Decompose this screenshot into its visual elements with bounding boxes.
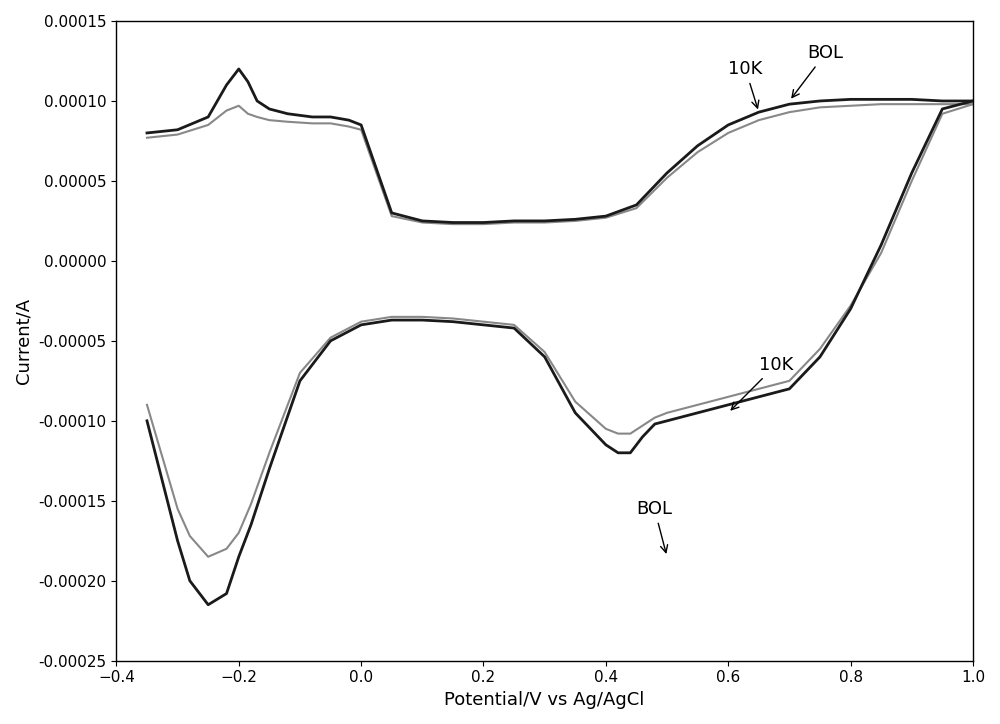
X-axis label: Potential/V vs Ag/AgCl: Potential/V vs Ag/AgCl (444, 691, 645, 709)
Text: BOL: BOL (792, 44, 844, 98)
Text: 10K: 10K (731, 356, 793, 410)
Text: BOL: BOL (636, 500, 672, 552)
Y-axis label: Current/A: Current/A (15, 298, 33, 384)
Text: 10K: 10K (728, 60, 763, 108)
